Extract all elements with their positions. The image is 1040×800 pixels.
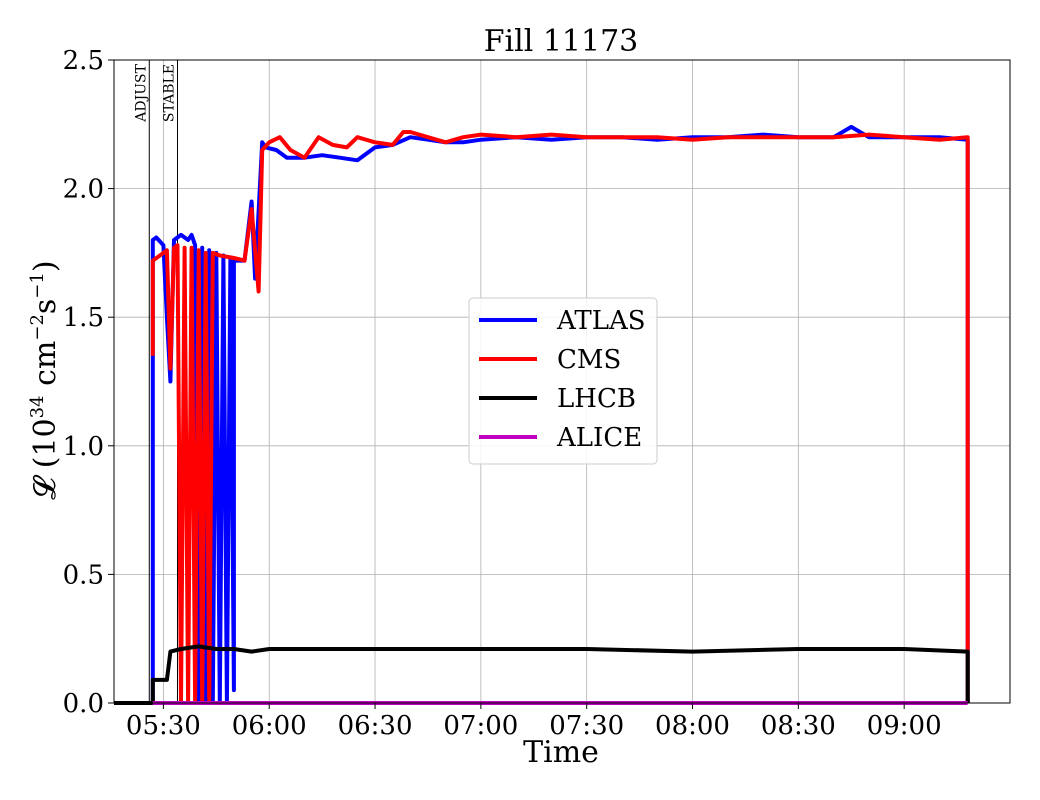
x-tick-label: 08:30 [761, 711, 836, 741]
y-tick-label: 2.5 [63, 46, 104, 76]
y-tick-label: 1.0 [63, 432, 104, 462]
x-tick-label: 06:30 [338, 711, 413, 741]
y-axis-label: 𝓛 (1034 cm−2s−1) [27, 260, 63, 499]
y-tick-label: 0.5 [63, 560, 104, 590]
y-tick-label: 2.0 [63, 175, 104, 205]
legend: ATLAS CMS LHCB ALICE [468, 297, 658, 465]
x-tick-label: 06:00 [232, 711, 307, 741]
legend-label: LHCB [557, 384, 636, 414]
ticks: 05:30 06:00 06:30 07:00 07:30 08:00 08:30 09:00… [63, 46, 942, 741]
legend-label: ALICE [556, 423, 642, 453]
x-tick-label: 08:00 [655, 711, 730, 741]
chart-title: Fill 11173 [484, 24, 639, 59]
legend-label: ATLAS [556, 306, 646, 336]
phase-markers: ADJUST STABLE [133, 60, 178, 703]
phase-marker-label: STABLE [161, 64, 177, 122]
y-tick-label: 1.5 [63, 303, 104, 333]
x-tick-label: 07:30 [549, 711, 624, 741]
legend-label: CMS [557, 345, 621, 375]
x-tick-label: 09:00 [867, 711, 942, 741]
x-axis-label: Time [523, 735, 599, 770]
legend-box [468, 297, 658, 465]
x-tick-label: 05:30 [126, 711, 201, 741]
phase-marker-label: ADJUST [133, 63, 149, 122]
series-line-lhcb [114, 644, 970, 705]
y-tick-label: 0.0 [63, 689, 104, 719]
plot-frame [113, 59, 1011, 704]
series-line-cms [150, 130, 970, 705]
x-tick-label: 07:00 [443, 711, 518, 741]
